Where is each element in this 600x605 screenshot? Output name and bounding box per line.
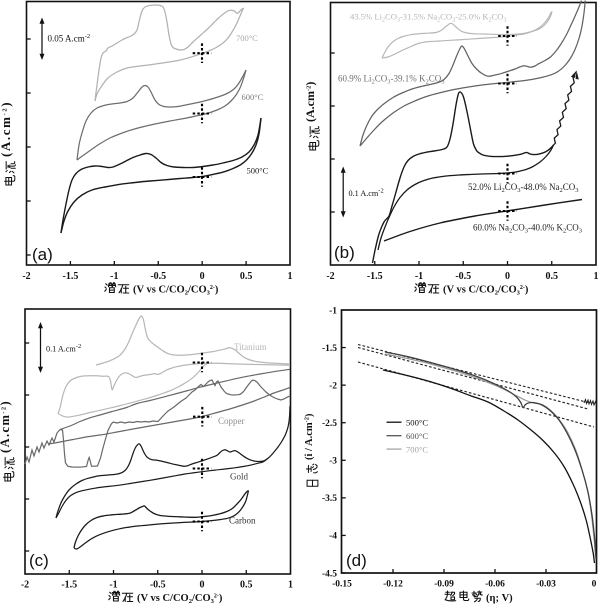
svg-text:(η; V): (η; V) [486,593,513,604]
svg-text:600°C: 600°C [406,431,428,441]
svg-text:-0.06: -0.06 [485,580,505,590]
svg-text:Titanium: Titanium [234,342,267,352]
svg-text:(i / A.cm-2​): (i / A.cm-2​) [304,413,315,460]
svg-text:0.5: 0.5 [240,271,253,282]
svg-text:0.1 A.cm-2​: 0.1 A.cm-2​ [349,188,384,198]
svg-text:0.5: 0.5 [546,271,559,282]
svg-text:-2.5: -2.5 [322,419,337,429]
svg-text:0: 0 [200,271,205,282]
svg-text:0: 0 [592,580,597,590]
svg-text:1: 1 [288,580,293,591]
svg-text:-1.5: -1.5 [61,580,77,591]
svg-text:-2: -2 [329,381,337,391]
svg-text:-0.5: -0.5 [150,580,166,591]
svg-text:-1: -1 [329,306,337,316]
svg-text:-2: -2 [22,271,30,282]
svg-text:Copper: Copper [218,416,245,426]
svg-text:-2: -2 [21,580,29,591]
svg-text:Carbon: Carbon [229,516,256,526]
svg-text:0: 0 [200,580,205,591]
svg-text:1: 1 [594,271,599,282]
svg-text:60.9% Li2​CO3​-39.1% K2​CO3​: 60.9% Li2​CO3​-39.1% K2​CO3​ [338,74,445,86]
svg-text:43.5% Li2​CO3​-31.5% Na2​CO3​-: 43.5% Li2​CO3​-31.5% Na2​CO3​-25.0% K2​C… [350,12,507,24]
svg-text:(V vs C/CO2​/CO3​2-​): (V vs C/CO2​/CO3​2-​) [443,285,529,297]
svg-text:-0.5: -0.5 [455,271,471,282]
svg-text:0.05 A.cm-2​: 0.05 A.cm-2​ [48,33,91,43]
svg-text:-3: -3 [329,457,337,467]
svg-text:-4: -4 [329,532,337,542]
svg-text:Gold: Gold [230,472,249,482]
svg-text:0.1 A.cm-2​: 0.1 A.cm-2​ [46,343,81,353]
svg-text:(V vs C/CO2​/CO3​2-​): (V vs C/CO2​/CO3​2-​) [133,285,219,297]
svg-text:52.0% Li2​CO3​-48.0% Na2​CO3​: 52.0% Li2​CO3​-48.0% Na2​CO3​ [468,182,579,194]
svg-text:-1: -1 [109,580,117,591]
svg-text:(A.cm-2​): (A.cm-2​) [303,82,317,122]
svg-text:-4.5: -4.5 [322,569,337,579]
svg-text:-1.5: -1.5 [62,271,78,282]
svg-text:1: 1 [288,271,293,282]
svg-text:700°C: 700°C [406,444,428,454]
svg-text:-0.15: -0.15 [332,580,352,590]
svg-text:500°C: 500°C [247,166,269,176]
svg-text:-3.5: -3.5 [322,494,337,504]
svg-text:0.5: 0.5 [240,580,253,591]
svg-text:(c): (c) [29,551,49,570]
svg-text:(d): (d) [346,551,367,570]
svg-text:-0.5: -0.5 [150,271,166,282]
svg-text:-2: -2 [326,271,334,282]
svg-text:600°C: 600°C [242,92,264,102]
svg-text:-1.5: -1.5 [367,271,383,282]
svg-text:-0.12: -0.12 [383,580,403,590]
svg-text:(b): (b) [334,243,355,262]
svg-text:700°C: 700°C [236,33,258,43]
svg-text:-0.09: -0.09 [434,580,454,590]
svg-text:0: 0 [505,271,510,282]
svg-text:500°C: 500°C [406,417,428,427]
svg-text:-1: -1 [415,271,423,282]
svg-text:-1.5: -1.5 [322,344,337,354]
svg-text:-1: -1 [110,271,118,282]
svg-text:(a): (a) [32,245,53,264]
svg-text:60.0% Na2​CO3​-40.0% K2​CO3​: 60.0% Na2​CO3​-40.0% K2​CO3​ [473,223,582,235]
svg-text:(V vs C/CO2​/CO3​2-​): (V vs C/CO2​/CO3​2-​) [137,593,223,605]
svg-text:-0.03: -0.03 [536,580,556,590]
